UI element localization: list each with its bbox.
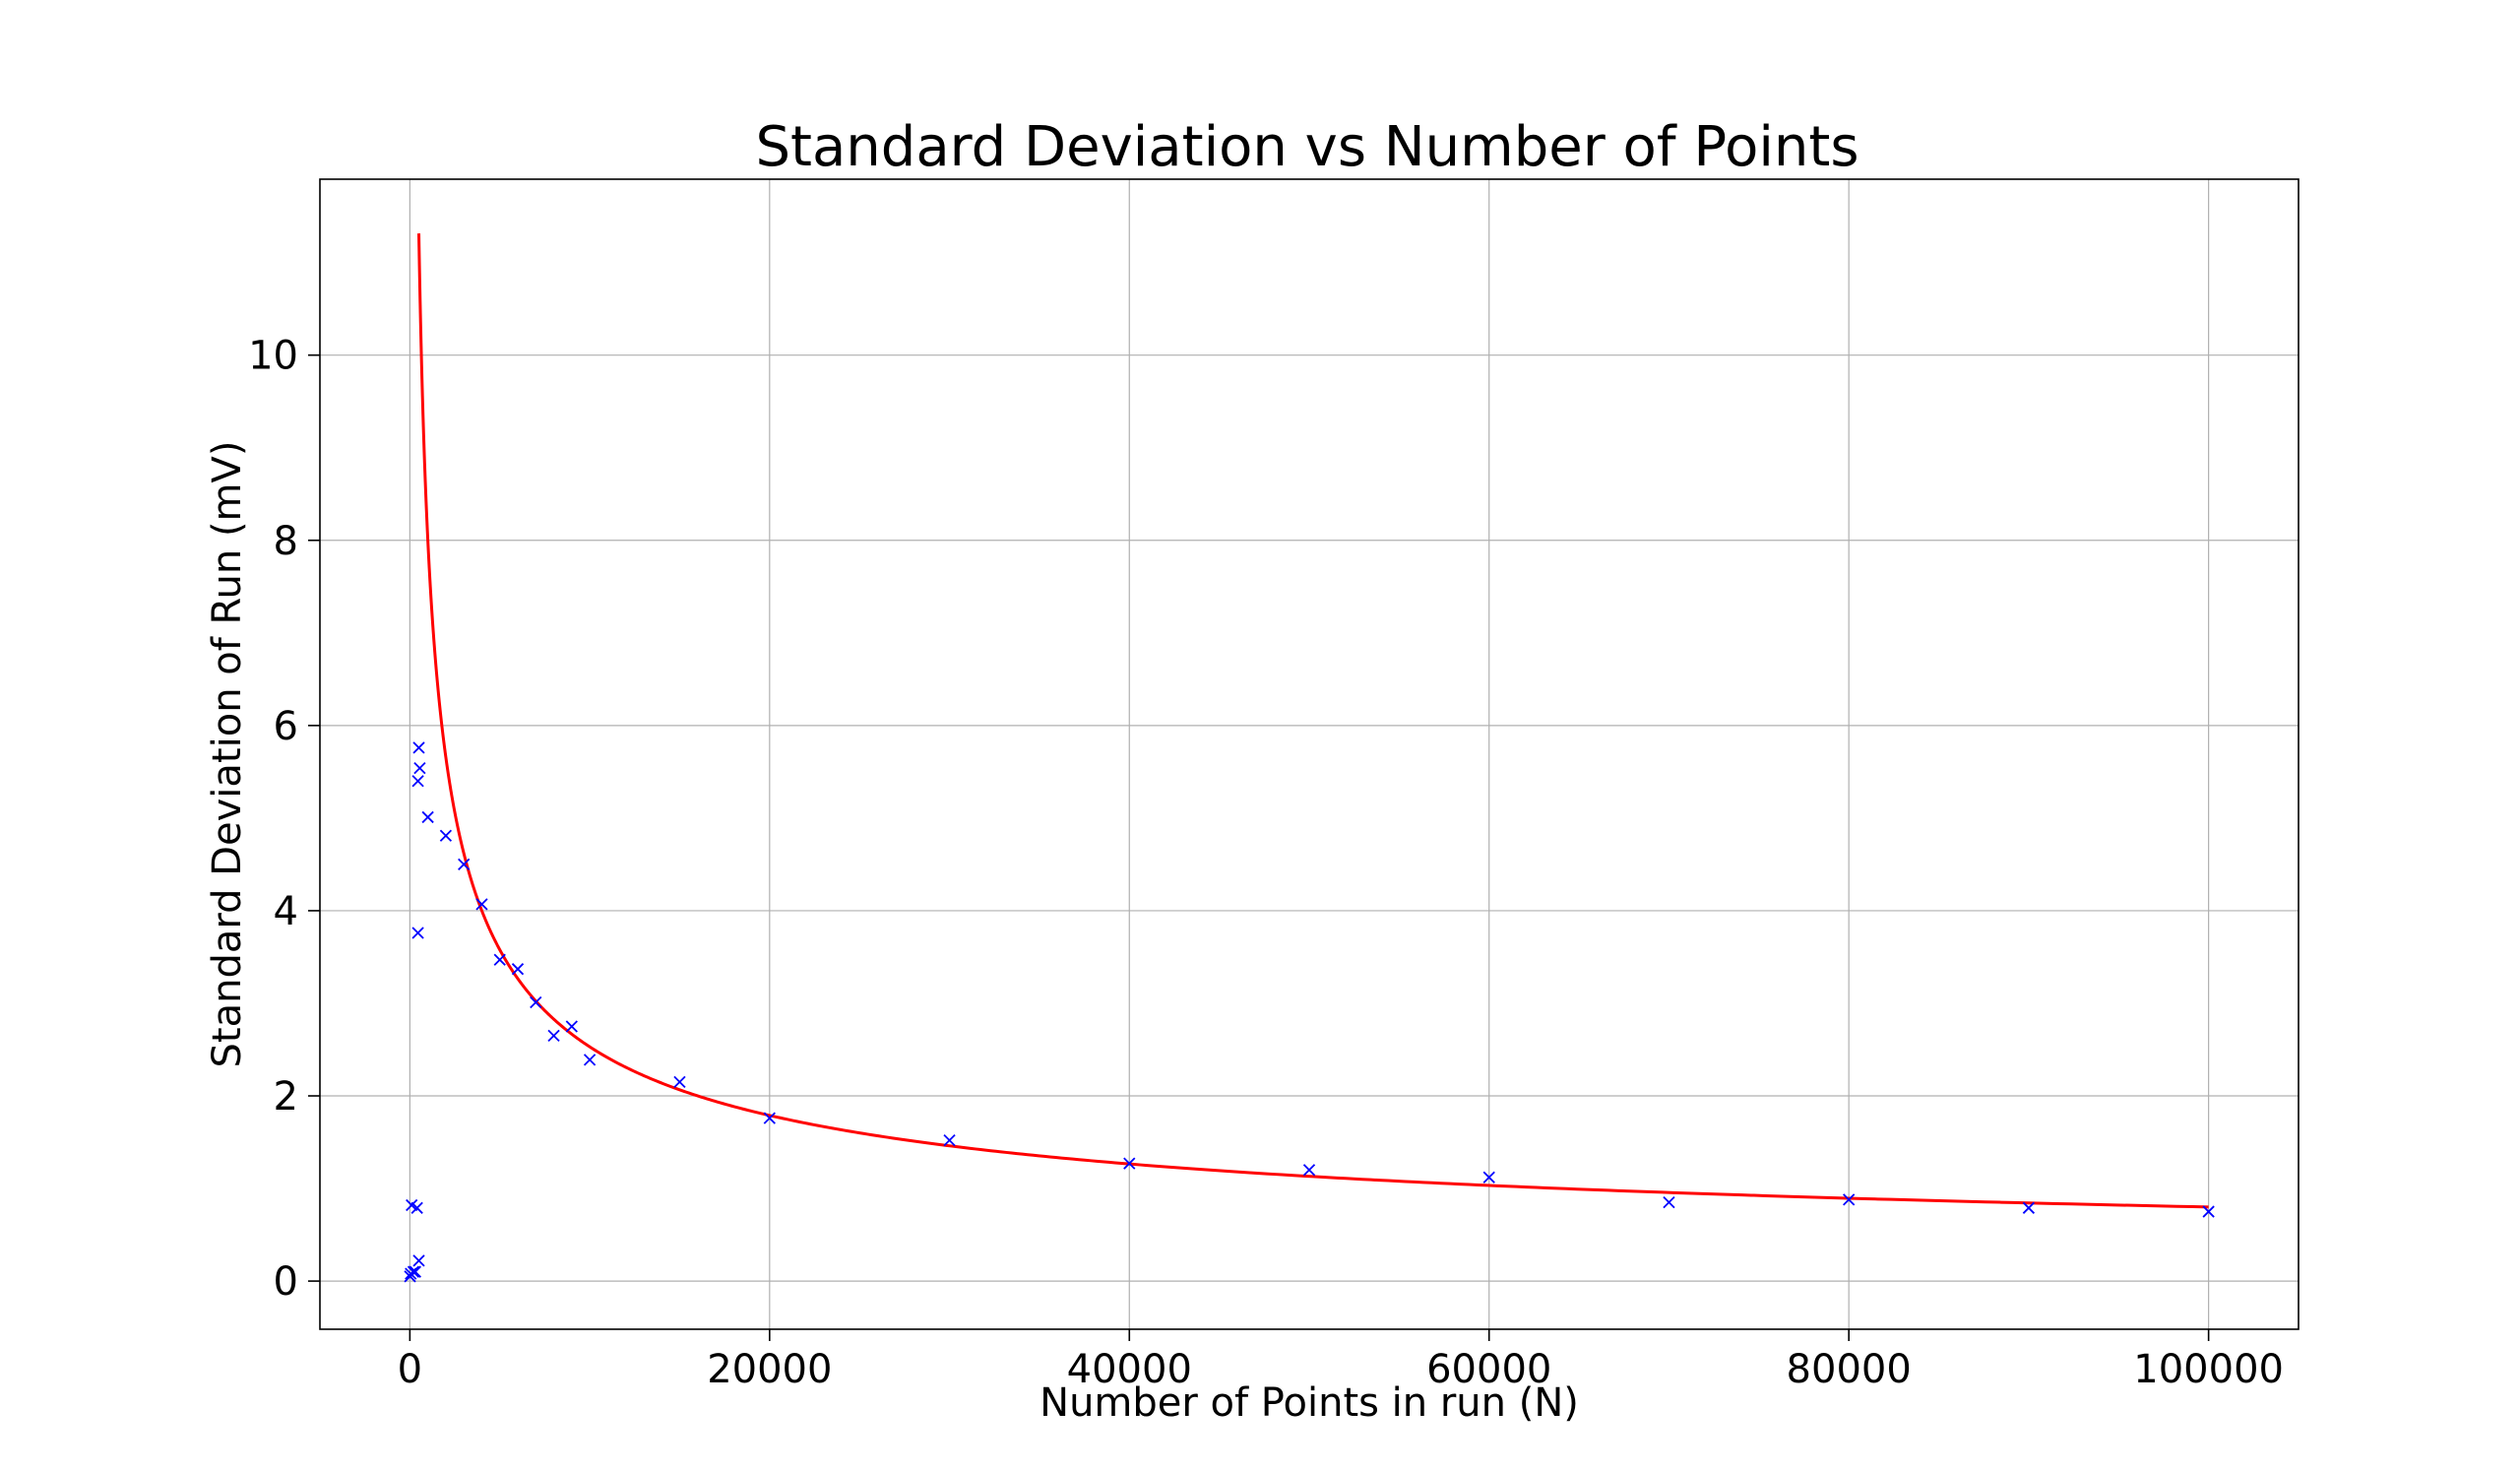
x-tick-label: 80000 xyxy=(1787,1347,1912,1392)
y-tick-label: 4 xyxy=(274,889,298,934)
x-axis-title: Number of Points in run (N) xyxy=(1040,1380,1579,1426)
data-point xyxy=(1123,1157,1136,1170)
data-point xyxy=(411,927,424,939)
data-point xyxy=(412,741,425,754)
data-point xyxy=(565,1020,578,1033)
y-tick-label: 8 xyxy=(274,519,298,564)
grid-lines xyxy=(320,179,2299,1329)
y-tick-label: 2 xyxy=(274,1074,298,1120)
chart-title: Standard Deviation vs Number of Points xyxy=(755,115,1858,179)
x-tick-label: 100000 xyxy=(2133,1347,2284,1392)
data-point xyxy=(458,858,471,871)
data-point xyxy=(1482,1171,1495,1184)
y-axis-title: Standard Deviation of Run (mV) xyxy=(205,441,250,1068)
data-point xyxy=(943,1134,956,1147)
x-tick-label: 20000 xyxy=(707,1347,832,1392)
y-tick-label: 0 xyxy=(274,1259,298,1305)
data-point xyxy=(407,1265,420,1278)
data-point xyxy=(413,761,426,775)
data-point xyxy=(583,1054,597,1066)
y-tick-label: 10 xyxy=(248,334,298,379)
fit-curve-line xyxy=(417,233,2209,1209)
data-point xyxy=(1663,1196,1675,1209)
plot-frame xyxy=(319,178,2300,1330)
data-point xyxy=(763,1112,776,1124)
y-tick-label: 6 xyxy=(274,704,298,749)
data-point xyxy=(493,953,506,966)
data-point xyxy=(412,1254,425,1267)
data-point xyxy=(409,1265,421,1278)
data-point xyxy=(547,1029,560,1043)
data-point xyxy=(530,995,542,1009)
data-point xyxy=(421,810,434,824)
data-point xyxy=(411,775,424,788)
data-point xyxy=(511,963,525,976)
x-tick-label: 40000 xyxy=(1067,1347,1192,1392)
data-point xyxy=(410,1201,423,1214)
data-point xyxy=(2202,1205,2215,1218)
data-point xyxy=(439,829,453,842)
y-axis-ticks: 0 2 4 6 8 10 xyxy=(248,334,320,1305)
data-point xyxy=(673,1075,686,1089)
data-point xyxy=(475,898,488,911)
data-point xyxy=(1843,1193,1856,1206)
data-point xyxy=(1302,1164,1316,1177)
data-points xyxy=(404,741,2215,1283)
x-tick-label: 0 xyxy=(398,1347,422,1392)
x-tick-label: 60000 xyxy=(1426,1347,1551,1392)
fit-curve xyxy=(417,233,2209,1209)
x-axis-ticks: 0 20000 40000 60000 80000 100000 xyxy=(398,1329,2284,1392)
data-point xyxy=(2022,1201,2036,1214)
